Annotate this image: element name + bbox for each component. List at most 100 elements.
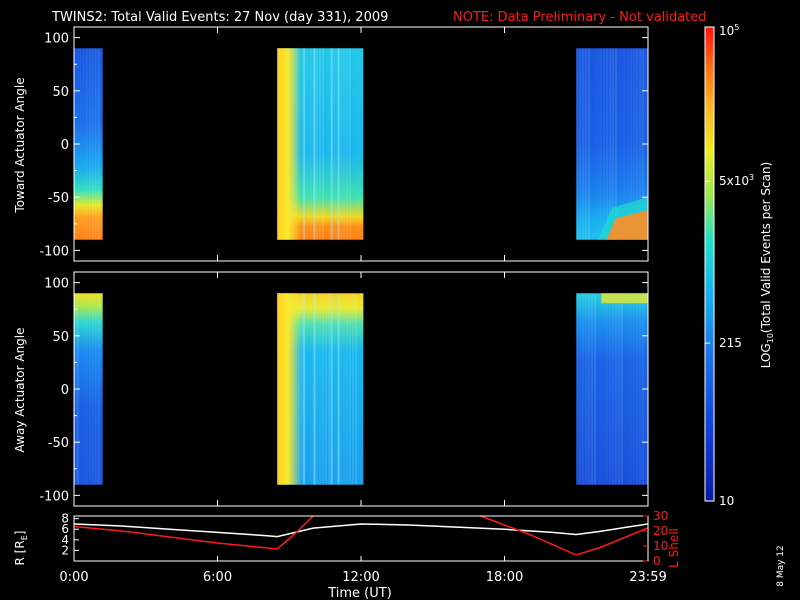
texture-stripe — [627, 48, 629, 240]
bright-streak — [303, 293, 306, 485]
colorbar-label: LOG10(Total Valid Events per Scan) — [759, 162, 775, 369]
texture-stripe — [639, 48, 641, 240]
texture-stripe — [307, 293, 309, 484]
time-tick-label: 0:00 — [59, 570, 88, 585]
texture-stripe — [612, 293, 614, 485]
time-axis-label: Time (UT) — [327, 586, 392, 600]
time-tick-label: 12:00 — [342, 570, 379, 585]
lshell-tick-label: 30 — [653, 509, 668, 523]
texture-stripe — [349, 293, 351, 485]
texture-stripe — [89, 48, 91, 240]
colorbar-tick-label: 105 — [719, 23, 739, 38]
texture-stripe — [346, 293, 348, 485]
texture-stripe — [310, 293, 312, 484]
colorbar-tick-label: 215 — [719, 336, 742, 350]
texture-stripe — [95, 48, 97, 240]
texture-stripe — [585, 293, 587, 485]
texture-stripe — [83, 48, 85, 240]
texture-stripe — [98, 48, 100, 240]
texture-stripe — [603, 48, 605, 240]
texture-stripe — [615, 48, 617, 240]
colorbar-tick-label: 10 — [719, 494, 734, 508]
texture-stripe — [319, 293, 321, 485]
texture-stripe — [83, 293, 85, 484]
bright-streak — [330, 48, 333, 240]
r-tick-label: 4 — [61, 533, 69, 547]
bright-streak — [330, 293, 333, 485]
texture-stripe — [600, 293, 602, 484]
texture-stripe — [633, 293, 635, 485]
texture-stripe — [313, 48, 315, 240]
texture-stripe — [609, 48, 611, 240]
lshell-tick-label: 20 — [653, 524, 668, 538]
texture-stripe — [95, 293, 97, 485]
texture-stripe — [340, 293, 342, 485]
texture-stripe — [313, 293, 315, 485]
enhancement-patch — [606, 209, 648, 240]
texture-stripe — [328, 48, 330, 239]
texture-stripe — [334, 48, 336, 240]
texture-stripe — [618, 293, 620, 485]
y-tick-label: -50 — [48, 191, 69, 206]
texture-stripe — [301, 48, 303, 239]
texture-stripe — [594, 48, 596, 239]
texture-stripe — [585, 48, 587, 240]
lshell-series-line — [73, 525, 278, 550]
texture-stripe — [636, 48, 638, 240]
y-tick-label: 50 — [52, 330, 69, 345]
texture-stripe — [594, 293, 596, 485]
lshell-series-line — [276, 515, 314, 550]
lshell-series-line — [480, 515, 649, 556]
r-tick-label: 8 — [61, 512, 69, 526]
time-tick-label: 23:59 — [629, 570, 666, 585]
texture-stripe — [89, 293, 91, 485]
texture-stripe — [352, 293, 354, 485]
y-tick-label: -100 — [39, 489, 69, 504]
texture-stripe — [591, 293, 593, 485]
texture-stripe — [576, 48, 578, 240]
texture-stripe — [606, 48, 608, 240]
r-axis-label: R [RE] — [13, 531, 29, 566]
texture-stripe — [310, 48, 312, 240]
texture-stripe — [615, 293, 617, 485]
texture-stripe — [340, 48, 342, 240]
texture-stripe — [92, 48, 94, 240]
texture-stripe — [636, 293, 638, 485]
bright-streak — [337, 293, 340, 485]
texture-stripe — [576, 293, 578, 484]
texture-stripe — [609, 293, 611, 485]
texture-stripe — [582, 48, 584, 240]
colorbar-gradient — [705, 27, 714, 501]
texture-stripe — [343, 293, 345, 485]
y-tick-label: 50 — [52, 85, 69, 100]
top-band — [601, 293, 648, 304]
texture-stripe — [307, 48, 309, 240]
texture-stripe — [316, 48, 318, 240]
bright-streak — [313, 293, 316, 485]
top-heatmap-panel: 100 50 0 -50 -100 — [39, 26, 649, 262]
colorbar-tick-label: 5x103 — [719, 173, 754, 188]
texture-stripe — [358, 48, 360, 239]
r-tick-label: 6 — [61, 522, 69, 536]
top-ylabel: Toward Actuator Angle — [13, 77, 27, 213]
texture-stripe — [603, 293, 605, 484]
bright-streak — [303, 48, 306, 240]
y-tick-label: -100 — [39, 244, 69, 259]
texture-stripe — [621, 293, 623, 485]
time-tick-label: 6:00 — [203, 570, 232, 585]
lshell-tick-label: 0 — [653, 554, 661, 568]
texture-stripe — [349, 48, 351, 240]
texture-stripe — [630, 48, 632, 240]
texture-stripe — [579, 48, 581, 240]
texture-stripe — [343, 48, 345, 240]
texture-stripe — [334, 293, 336, 484]
texture-stripe — [627, 293, 629, 484]
texture-stripe — [582, 293, 584, 485]
texture-stripe — [612, 48, 614, 240]
y-tick-label: 100 — [44, 32, 69, 47]
middle-ylabel: Away Actuator Angle — [13, 327, 27, 452]
texture-stripe — [322, 48, 324, 240]
texture-stripe — [80, 48, 82, 239]
